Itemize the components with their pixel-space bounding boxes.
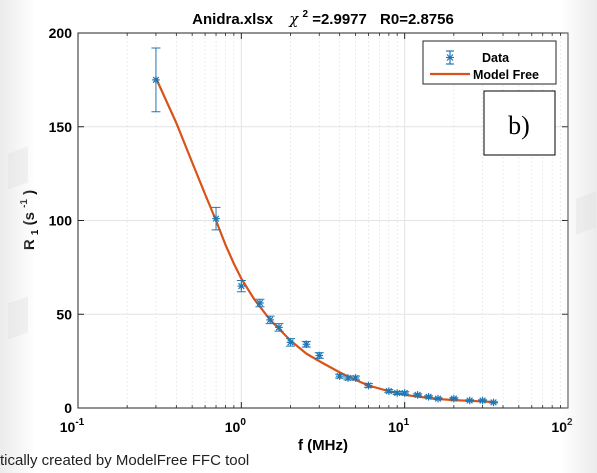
asterisk-marker (336, 372, 343, 380)
x-tick-exponent: 2 (567, 417, 573, 428)
legend-label-data: Data (482, 51, 510, 65)
asterisk-marker (287, 339, 294, 346)
y-tick-label: 200 (49, 25, 73, 41)
title-r0: R0=2.8756 (380, 11, 454, 28)
panel-label-box (483, 90, 556, 156)
asterisk-marker (303, 340, 310, 348)
data-point (449, 394, 459, 403)
y-axis-label: R 1 (s -1 ) (14, 190, 42, 250)
figure-caption: tically created by ModelFree FFC tool (0, 452, 250, 469)
data-point (350, 374, 360, 382)
asterisk-marker (152, 76, 160, 84)
asterisk-marker (479, 397, 486, 404)
x-tick-exponent: 1 (404, 417, 410, 428)
y-tick-label: 150 (49, 119, 73, 135)
data-point (363, 381, 373, 390)
data-point (151, 47, 161, 113)
asterisk-marker (385, 387, 393, 395)
x-axis-label: f (MHz) (298, 437, 348, 454)
data-point (384, 387, 394, 395)
x-tick-label: 102 (551, 417, 573, 435)
data-point (274, 323, 284, 332)
asterisk-marker (434, 395, 442, 402)
x-tick-base: 10 (388, 419, 404, 435)
asterisk-marker (315, 352, 323, 359)
data-point (413, 391, 423, 399)
asterisk-marker (393, 389, 401, 397)
y-tick-label: 100 (49, 213, 73, 229)
data-point (400, 389, 410, 397)
x-tick-exponent: -1 (75, 417, 84, 428)
asterisk-marker (256, 299, 264, 307)
data-point (465, 396, 475, 405)
asterisk-marker (365, 382, 372, 389)
y-label-unit-close: ) (21, 190, 38, 195)
y-label-unit-exp: -1 (19, 199, 30, 208)
data-point (265, 315, 275, 325)
data-point (433, 394, 443, 403)
title-file: Anidra.xlsx (192, 11, 274, 28)
legend-label-model-free: Model Free (473, 68, 539, 82)
y-label-main: R (21, 239, 38, 250)
title-chi-value: =2.9977 (312, 11, 367, 28)
asterisk-marker (450, 395, 458, 402)
data-point (478, 396, 488, 405)
data-point (314, 351, 324, 360)
data-point (255, 298, 265, 308)
x-tick-base: 10 (225, 419, 241, 435)
asterisk-marker (238, 282, 245, 290)
asterisk-marker (401, 389, 408, 397)
data-point (236, 280, 246, 293)
asterisk-marker (490, 399, 497, 406)
y-label-unit-open: (s (21, 212, 38, 225)
legend-box (422, 40, 557, 85)
data-series (151, 47, 499, 407)
data-point (301, 340, 311, 349)
panel-label-text: b) (508, 111, 530, 140)
x-tick-label: 10-1 (60, 417, 85, 435)
legend: Data Model Free (422, 40, 557, 85)
y-tick-label: 0 (64, 400, 72, 416)
asterisk-marker (414, 391, 421, 399)
x-tick-exponent: 0 (240, 417, 246, 428)
data-point (286, 338, 296, 347)
asterisk-marker (352, 374, 359, 382)
asterisk-marker (344, 374, 352, 382)
asterisk-marker (466, 397, 473, 404)
asterisk-marker (425, 393, 432, 401)
data-point (489, 398, 499, 407)
data-point (211, 206, 221, 231)
x-tick-label: 101 (388, 417, 410, 435)
chart-title: Anidra.xlsx χ 2 =2.9977 R0=2.8756 (192, 4, 454, 28)
panel-label: b) (483, 90, 556, 156)
legend-marker-data (446, 50, 454, 65)
title-chi-symbol: χ (288, 10, 299, 28)
data-point (424, 392, 434, 401)
y-label-sub: 1 (30, 229, 41, 235)
data-point (335, 372, 345, 380)
x-tick-base: 10 (551, 419, 567, 435)
title-chi-exponent: 2 (302, 9, 308, 20)
x-tick-base: 10 (60, 419, 76, 435)
data-point (392, 389, 402, 397)
asterisk-marker (212, 215, 220, 222)
x-tick-label: 100 (225, 417, 247, 435)
asterisk-marker (275, 324, 283, 331)
asterisk-marker (266, 316, 274, 324)
y-tick-label: 50 (56, 306, 72, 322)
